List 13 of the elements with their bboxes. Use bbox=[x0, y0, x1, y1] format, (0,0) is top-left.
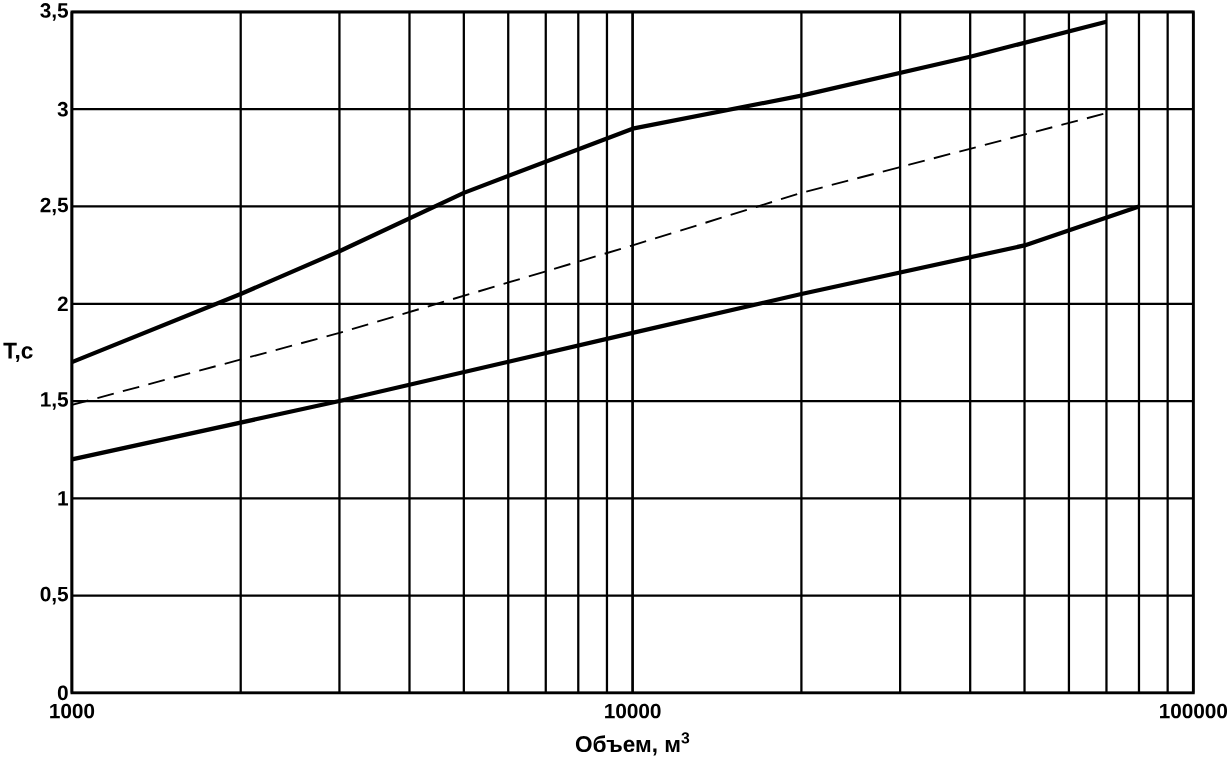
x-tick-label: 10000 bbox=[605, 703, 661, 719]
y-tick-label: 1 bbox=[58, 491, 69, 506]
y-tick-label: 3 bbox=[57, 102, 68, 117]
y-tick-label: 2 bbox=[57, 296, 68, 312]
y-tick-label: 0 bbox=[57, 685, 68, 701]
x-tick-label: 100000 bbox=[1160, 703, 1228, 719]
x-tick-label: 1000 bbox=[50, 703, 95, 719]
y-axis-title: T,c bbox=[3, 343, 33, 363]
y-tick-label: 2,5 bbox=[40, 197, 69, 216]
y-tick-label: 1,5 bbox=[41, 392, 69, 410]
x-axis-title: Объем, м$^{3}$ bbox=[575, 732, 690, 756]
y-tick-label: 3,5 bbox=[40, 3, 69, 22]
y-tick-label: 0,5 bbox=[40, 586, 69, 605]
